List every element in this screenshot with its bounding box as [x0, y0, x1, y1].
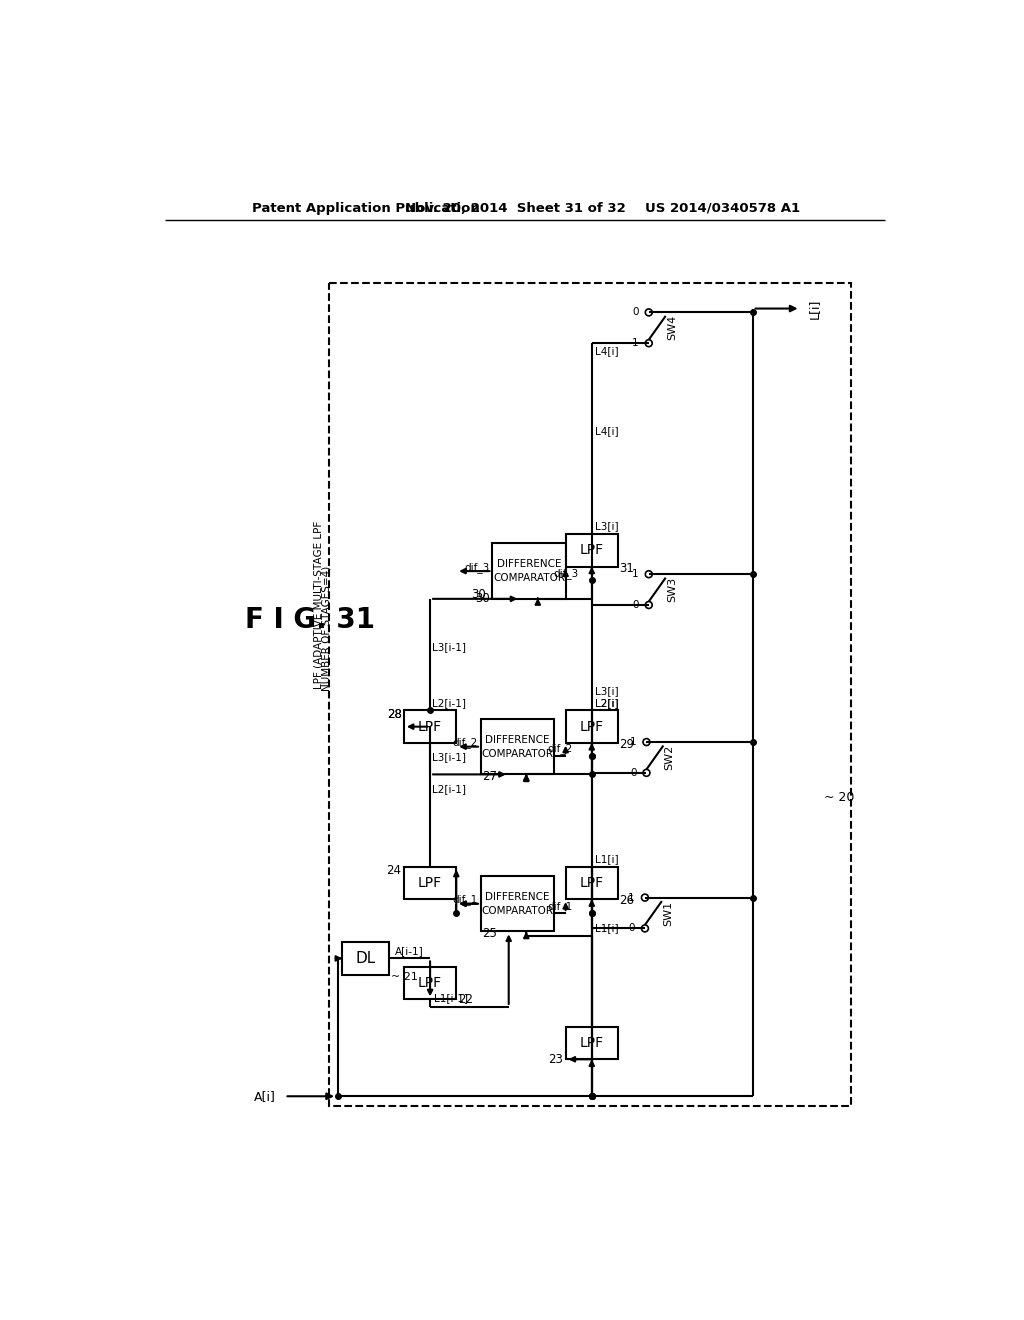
Text: dif_3: dif_3 — [464, 562, 489, 573]
Text: L1[i]: L1[i] — [595, 854, 618, 865]
Text: F I G. 31: F I G. 31 — [245, 606, 375, 635]
Text: 27: 27 — [482, 770, 498, 783]
Text: DIFFERENCE: DIFFERENCE — [497, 560, 561, 569]
Text: L[i]: L[i] — [808, 298, 821, 318]
Text: L1[i-1]: L1[i-1] — [434, 993, 468, 1003]
FancyBboxPatch shape — [493, 544, 565, 599]
Text: ~ 20: ~ 20 — [823, 791, 854, 804]
FancyBboxPatch shape — [403, 867, 457, 899]
Text: US 2014/0340578 A1: US 2014/0340578 A1 — [645, 202, 801, 215]
FancyBboxPatch shape — [565, 535, 617, 566]
FancyBboxPatch shape — [565, 867, 617, 899]
Text: 0: 0 — [629, 924, 635, 933]
Text: SW4: SW4 — [667, 315, 677, 341]
Text: LPF: LPF — [580, 544, 604, 557]
Text: L1[i]: L1[i] — [595, 924, 618, 933]
Text: 1: 1 — [629, 892, 635, 903]
Text: L3[i]: L3[i] — [595, 521, 618, 532]
Text: 0: 0 — [632, 601, 639, 610]
Text: dif_2: dif_2 — [547, 743, 572, 755]
Text: COMPARATOR: COMPARATOR — [493, 573, 565, 583]
Text: L3[i]: L3[i] — [595, 686, 618, 696]
Text: dif_1: dif_1 — [547, 900, 572, 912]
Text: dif_2: dif_2 — [453, 738, 478, 748]
Text: 0: 0 — [632, 308, 639, 317]
FancyBboxPatch shape — [565, 1027, 617, 1059]
Text: LPF: LPF — [418, 876, 442, 890]
Text: ~ 21: ~ 21 — [391, 972, 418, 982]
Text: COMPARATOR: COMPARATOR — [481, 748, 554, 759]
Text: L3[i-1]: L3[i-1] — [432, 642, 466, 652]
Text: 29: 29 — [620, 738, 635, 751]
FancyBboxPatch shape — [403, 966, 457, 999]
FancyBboxPatch shape — [481, 876, 554, 932]
Text: 1: 1 — [630, 737, 637, 747]
Text: 25: 25 — [482, 927, 498, 940]
Text: DIFFERENCE: DIFFERENCE — [485, 892, 550, 902]
Text: 30: 30 — [475, 593, 490, 606]
Text: SW2: SW2 — [665, 744, 675, 770]
Text: Nov. 20, 2014  Sheet 31 of 32: Nov. 20, 2014 Sheet 31 of 32 — [406, 202, 626, 215]
Text: Patent Application Publication: Patent Application Publication — [252, 202, 480, 215]
Text: L4[i]: L4[i] — [595, 426, 618, 436]
Text: 0: 0 — [630, 768, 637, 777]
Text: SW1: SW1 — [663, 900, 673, 925]
Text: 1: 1 — [632, 569, 639, 579]
Text: LPF: LPF — [580, 876, 604, 890]
Text: dif_3: dif_3 — [553, 568, 579, 579]
Text: 28: 28 — [387, 708, 401, 721]
Text: LPF (ADAPTIVE MULTI-STAGE LPF: LPF (ADAPTIVE MULTI-STAGE LPF — [313, 521, 324, 689]
Text: 22: 22 — [458, 993, 473, 1006]
Text: dif_1: dif_1 — [453, 895, 478, 906]
Text: LPF: LPF — [580, 1036, 604, 1051]
Text: LPF: LPF — [418, 719, 442, 734]
Text: L4[i]: L4[i] — [595, 346, 618, 356]
Text: L2[i]: L2[i] — [595, 698, 618, 708]
Text: 26: 26 — [620, 894, 635, 907]
FancyBboxPatch shape — [565, 710, 617, 743]
Text: DIFFERENCE: DIFFERENCE — [485, 735, 550, 744]
Text: COMPARATOR: COMPARATOR — [481, 906, 554, 916]
Text: 24: 24 — [387, 865, 401, 878]
Text: LPF: LPF — [418, 975, 442, 990]
Text: A[i-1]: A[i-1] — [395, 946, 424, 957]
Text: A[i]: A[i] — [254, 1090, 275, 1102]
Text: 30: 30 — [471, 589, 486, 602]
Text: L2[i]: L2[i] — [595, 698, 618, 708]
Text: L2[i-1]: L2[i-1] — [432, 698, 466, 708]
Text: DL: DL — [355, 950, 376, 966]
FancyBboxPatch shape — [330, 284, 851, 1106]
Text: SW3: SW3 — [667, 577, 677, 602]
FancyBboxPatch shape — [342, 942, 388, 974]
Text: 31: 31 — [620, 561, 635, 574]
Text: L3[i-1]: L3[i-1] — [432, 751, 466, 762]
FancyBboxPatch shape — [481, 719, 554, 775]
Text: LPF: LPF — [580, 719, 604, 734]
FancyBboxPatch shape — [403, 710, 457, 743]
Text: 28: 28 — [387, 708, 401, 721]
Text: NUMBER OF STAGES=4): NUMBER OF STAGES=4) — [322, 565, 332, 690]
Text: 23: 23 — [549, 1053, 563, 1065]
Text: L2[i-1]: L2[i-1] — [432, 784, 466, 795]
Text: 1: 1 — [632, 338, 639, 348]
